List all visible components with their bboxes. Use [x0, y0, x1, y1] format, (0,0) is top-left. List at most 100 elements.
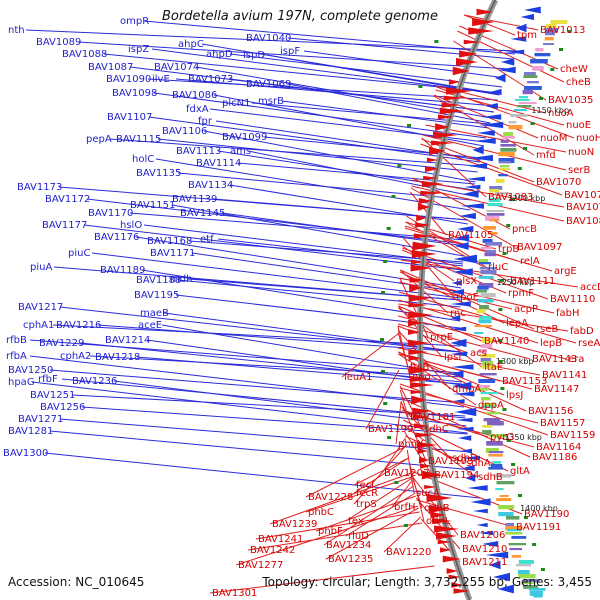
right-gene-label: BAV1078 [566, 202, 600, 213]
left-gene-label: BAV1189 [100, 265, 145, 276]
cog-block [518, 574, 536, 579]
right-gene-label: sdhB [478, 472, 503, 483]
right-gene-label: BAV1141 [542, 370, 587, 381]
right-gene-label: BAV1181 [410, 412, 455, 423]
right-gene-label: odhL [426, 516, 451, 527]
minus-strand-gene [452, 381, 472, 391]
cog-block [480, 392, 499, 394]
trna-marker [381, 370, 385, 373]
plus-strand-gene [426, 157, 439, 163]
right-leader-line [397, 315, 567, 360]
right-gene-label: phnX [398, 439, 424, 450]
trna-marker [380, 338, 384, 341]
cog-block [478, 276, 494, 279]
minus-strand-gene [454, 407, 477, 417]
plus-strand-gene [446, 568, 459, 574]
right-gene-label: BAV1211 [462, 557, 507, 568]
right-gene-label: nuoN [568, 147, 594, 158]
right-gene-label: BAV1241 [258, 534, 303, 545]
cog-block [482, 361, 494, 366]
plus-strand-gene [410, 264, 433, 272]
left-gene-label: BAV1188 [136, 275, 181, 286]
cog-block [515, 564, 532, 567]
left-gene-label: BAV1176 [94, 232, 139, 243]
left-gene-label: rfbB [6, 335, 27, 346]
cog-block [524, 72, 536, 77]
plus-strand-gene [456, 58, 479, 66]
left-gene-label: BAV1229 [39, 338, 84, 349]
trna-marker [403, 524, 408, 527]
minus-strand-gene [481, 114, 502, 120]
plus-strand-gene [408, 294, 432, 302]
cog-block [479, 305, 489, 310]
plus-strand-gene [411, 259, 423, 265]
right-gene-label: BAV1082 [566, 216, 600, 227]
trna-marker [559, 48, 563, 51]
cog-block [477, 388, 489, 391]
cog-block [488, 454, 503, 457]
minus-strand-gene [520, 13, 534, 21]
plus-strand-gene [476, 8, 494, 16]
minus-strand-gene [456, 426, 474, 432]
right-leader-line [325, 507, 419, 560]
right-leader-line [305, 476, 413, 513]
plus-strand-gene [413, 233, 432, 239]
right-gene-label: BAV1193 [428, 456, 473, 467]
cog-block [492, 461, 502, 464]
plus-strand-gene [413, 423, 429, 429]
cog-block [488, 467, 503, 470]
right-gene-label: phbC [308, 507, 334, 518]
cog-block [495, 488, 504, 491]
cog-block [481, 338, 493, 343]
cog-block [545, 28, 558, 33]
cog-block [527, 81, 539, 84]
right-leader-line [399, 385, 423, 430]
right-gene-label: pyrG [490, 432, 514, 443]
minus-strand-gene [479, 121, 504, 129]
cog-block [486, 441, 503, 446]
left-gene-label: ispD [243, 50, 265, 61]
minus-strand-gene [510, 36, 527, 42]
left-gene-label: BAV1236 [72, 376, 117, 387]
right-gene-label: gltA [510, 466, 530, 477]
plus-strand-gene [420, 190, 445, 196]
right-leader-line [345, 477, 413, 522]
minus-strand-gene [468, 162, 488, 170]
left-gene-label: BAV1151 [130, 200, 175, 211]
cog-block [498, 505, 515, 510]
trna-marker [387, 436, 392, 439]
trna-marker [506, 439, 511, 442]
left-gene-label: BAV1073 [188, 74, 233, 85]
cog-block [530, 59, 548, 64]
trna-marker [394, 481, 399, 484]
cog-block [499, 495, 509, 497]
right-gene-label: cheW [560, 64, 588, 75]
right-gene-label: rpoE [456, 292, 479, 303]
cog-block [488, 232, 498, 235]
plus-strand-gene [421, 180, 444, 188]
plus-strand-gene [434, 525, 460, 533]
plus-strand-gene [433, 131, 458, 139]
plus-strand-gene [453, 588, 471, 594]
left-leader-line [89, 355, 462, 378]
plus-strand-gene [437, 539, 452, 545]
left-gene-label: ahpD [206, 49, 233, 60]
kbp-tick-label: 1250 kbp [497, 278, 535, 287]
cog-block [498, 512, 514, 517]
right-leader-line [402, 245, 455, 282]
plus-strand-gene [417, 203, 430, 211]
left-leader-line [59, 418, 471, 453]
right-gene-label: sdhA [466, 458, 491, 469]
plus-strand-gene [424, 484, 437, 490]
plus-strand-gene [448, 79, 460, 85]
plus-strand-gene [435, 123, 449, 131]
left-gene-label: ompR [120, 16, 149, 27]
right-gene-label: BAV1191 [516, 522, 561, 533]
cog-block [508, 543, 527, 546]
right-gene-label: BAV1235 [328, 554, 373, 565]
right-gene-label: BAV1071 [564, 190, 600, 201]
right-gene-label: ltaE [484, 362, 503, 373]
minus-strand-gene [489, 88, 502, 96]
plus-strand-gene [408, 311, 434, 319]
trna-marker [397, 164, 402, 167]
